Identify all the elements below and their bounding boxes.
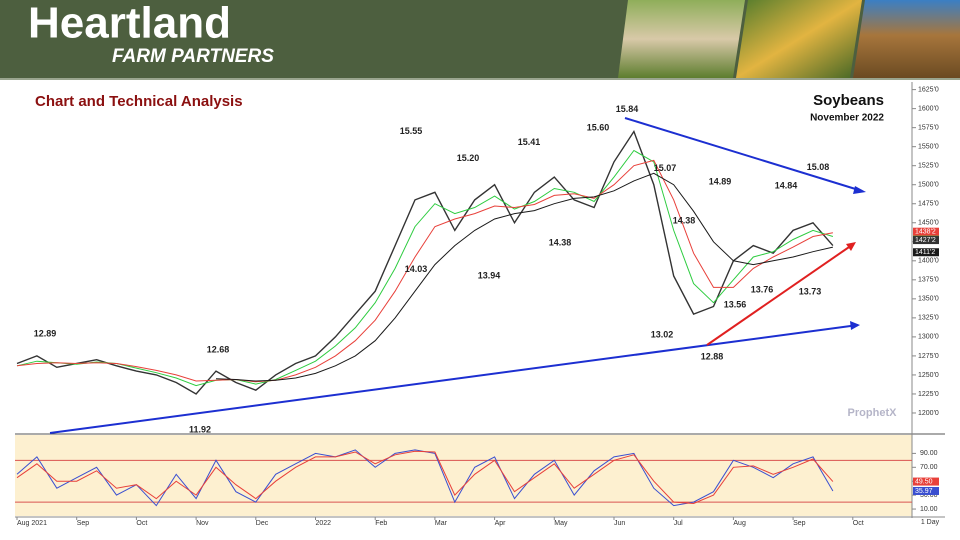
y-tick-label: 1350'0 — [918, 296, 939, 303]
y-tick-label: 1300'0 — [918, 334, 939, 341]
y-tick-label: 1325'0 — [918, 315, 939, 322]
indicator-tick-label: 90.00 — [920, 450, 938, 457]
photo-soybeans — [853, 0, 960, 78]
x-tick-label: Mar — [435, 520, 448, 527]
trendlines — [49, 117, 866, 434]
commodity: Soybeans — [813, 92, 884, 109]
price-annotation: 12.68 — [207, 345, 230, 355]
plot: 1200'0 1225'0 1250'0 1275'0 1300'0 1325'0 1350… — [15, 86, 939, 527]
x-tick-label: May — [554, 520, 568, 527]
y-tick-label: 1500'0 — [918, 182, 939, 189]
price-annotation: 14.38 — [549, 237, 572, 247]
uptrend-line — [706, 244, 853, 346]
support-line — [49, 324, 859, 434]
photo-corn — [736, 0, 862, 78]
indicator-panel — [15, 435, 912, 516]
arrow-head — [853, 186, 866, 194]
indicator-tick-label: 10.00 — [920, 506, 938, 513]
price-annotation: 15.84 — [616, 104, 639, 114]
indicator-tick-label: 30.00 — [920, 492, 938, 499]
price-annotation: 15.07 — [654, 163, 677, 173]
price-annotation: 11.92 — [189, 424, 211, 434]
x-tick-label: Apr — [495, 520, 507, 527]
y-tick-label: 1375'0 — [918, 277, 939, 284]
y-tick-label: 1625'0 — [918, 86, 939, 93]
y-tick-label: 1475'0 — [918, 201, 939, 208]
x-tick-label: Sep — [793, 520, 806, 527]
y-tick-label: 1525'0 — [918, 163, 939, 170]
x-tick-label: Feb — [375, 520, 387, 527]
last-value-label: 1427'2 — [915, 237, 936, 244]
series-line — [215, 172, 834, 382]
price-annotation: 14.03 — [405, 264, 428, 274]
series-line — [16, 450, 834, 505]
series-line — [16, 129, 834, 395]
price-annotation: 15.20 — [457, 153, 480, 163]
last-value-box — [913, 227, 939, 236]
last-value-box — [913, 236, 939, 245]
x-tick-label: Aug — [733, 520, 746, 527]
x-tick-label: Jul — [674, 520, 683, 527]
resistance-line — [624, 117, 863, 192]
arrow-head — [846, 242, 856, 251]
x-tick-label: Oct — [136, 520, 147, 527]
interval: 1 Day — [921, 519, 940, 526]
price-annotation: 14.89 — [709, 176, 732, 186]
photo-cattle — [618, 0, 745, 78]
last-value-label: 49.50 — [915, 478, 933, 485]
price-annotation: 15.60 — [587, 122, 610, 132]
price-annotation: 14.84 — [775, 180, 798, 190]
series-line — [16, 149, 834, 387]
y-tick-label: 1250'0 — [918, 372, 939, 379]
price-annotation: 12.88 — [701, 351, 724, 361]
price-annotation: 12.89 — [34, 329, 57, 339]
y-tick-label: 1575'0 — [918, 124, 939, 131]
y-tick-label: 1450'0 — [918, 220, 939, 227]
y-tick-label: 1600'0 — [918, 105, 939, 112]
price-annotation: 15.41 — [518, 137, 541, 147]
last-value-box — [913, 477, 939, 486]
x-tick-label: Aug 2021 — [17, 520, 47, 527]
x-tick-label: 2022 — [316, 520, 332, 527]
x-tick-label: Sep — [77, 520, 90, 527]
price-annotation: 13.94 — [478, 271, 501, 281]
chart-title: Chart and Technical Analysis — [35, 93, 243, 110]
tagline: FARM PARTNERS — [112, 46, 274, 67]
contract: November 2022 — [810, 113, 884, 124]
x-tick-label: Nov — [196, 520, 209, 527]
last-value-box — [913, 486, 939, 495]
last-value-box — [913, 248, 939, 257]
y-tick-label: 1275'0 — [918, 353, 939, 360]
y-tick-label: 1550'0 — [918, 144, 939, 151]
price-annotation: 15.08 — [807, 162, 830, 172]
y-tick-label: 1400'0 — [918, 258, 939, 265]
price-annotation: 13.02 — [651, 330, 674, 340]
x-tick-label: Dec — [256, 520, 269, 527]
price-annotation: 14.38 — [673, 215, 696, 225]
x-tick-label: Jun — [614, 520, 625, 527]
y-tick-label: 1200'0 — [918, 410, 939, 417]
price-annotation: 15.55 — [400, 126, 423, 136]
arrow-head — [850, 321, 860, 330]
brand: Heartland — [28, 0, 231, 48]
last-value-label: 35.97 — [915, 488, 933, 495]
price-annotation: 13.76 — [751, 284, 774, 294]
last-value-label: 1438'2 — [915, 229, 936, 236]
watermark: ProphetX — [848, 407, 898, 419]
y-tick-label: 1225'0 — [918, 391, 939, 398]
x-tick-label: Oct — [853, 520, 864, 527]
price-annotation: 13.73 — [799, 287, 822, 297]
series-line — [16, 159, 833, 383]
price-annotation: 13.56 — [724, 300, 747, 310]
indicator-tick-label: 70.00 — [920, 464, 938, 471]
last-value-label: 1411'2 — [915, 249, 935, 256]
